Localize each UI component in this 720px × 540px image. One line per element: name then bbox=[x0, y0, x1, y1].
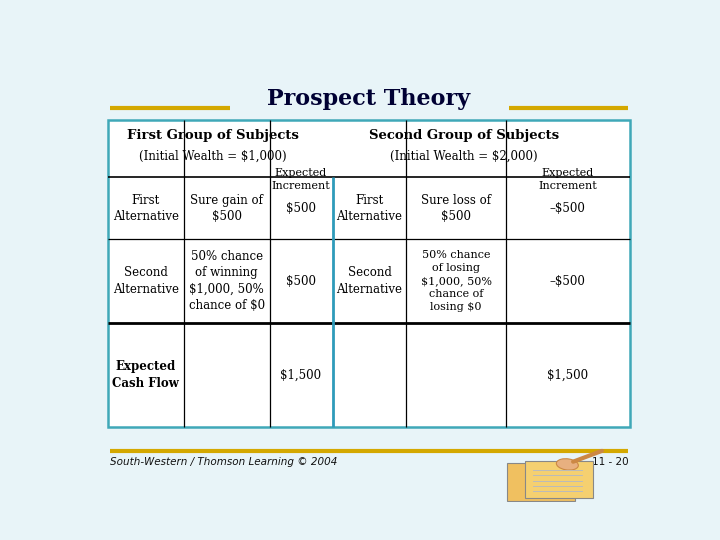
Text: Second
Alternative: Second Alternative bbox=[113, 266, 179, 296]
Text: Sure gain of
$500: Sure gain of $500 bbox=[190, 193, 263, 223]
Text: 50% chance
of losing
$1,000, 50%
chance of
losing $0: 50% chance of losing $1,000, 50% chance … bbox=[420, 251, 492, 312]
Text: Sure loss of
$500: Sure loss of $500 bbox=[421, 193, 491, 223]
Text: $1,500: $1,500 bbox=[547, 368, 588, 381]
Text: Expected
Increment: Expected Increment bbox=[271, 168, 330, 191]
FancyBboxPatch shape bbox=[108, 120, 630, 427]
Text: $1,500: $1,500 bbox=[280, 368, 322, 381]
Text: Expected
Cash Flow: Expected Cash Flow bbox=[112, 360, 179, 390]
Text: $500: $500 bbox=[286, 274, 316, 287]
Text: First
Alternative: First Alternative bbox=[113, 193, 179, 223]
Text: Prospect Theory: Prospect Theory bbox=[267, 88, 471, 110]
Text: First Group of Subjects: First Group of Subjects bbox=[127, 130, 299, 143]
Ellipse shape bbox=[557, 458, 578, 470]
Text: (Initial Wealth = $2,000): (Initial Wealth = $2,000) bbox=[390, 150, 538, 163]
Text: South-Western / Thomson Learning © 2004: South-Western / Thomson Learning © 2004 bbox=[109, 457, 337, 467]
Text: –$500: –$500 bbox=[549, 274, 585, 287]
Text: 50% chance
of winning
$1,000, 50%
chance of $0: 50% chance of winning $1,000, 50% chance… bbox=[189, 250, 265, 312]
FancyBboxPatch shape bbox=[508, 463, 575, 501]
Text: Second
Alternative: Second Alternative bbox=[336, 266, 402, 296]
Text: 11 - 20: 11 - 20 bbox=[592, 457, 629, 467]
Text: Expected
Increment: Expected Increment bbox=[539, 168, 597, 191]
Text: First
Alternative: First Alternative bbox=[336, 193, 402, 223]
Text: (Initial Wealth = $1,000): (Initial Wealth = $1,000) bbox=[139, 150, 287, 163]
FancyBboxPatch shape bbox=[525, 461, 593, 498]
Text: Second Group of Subjects: Second Group of Subjects bbox=[369, 130, 559, 143]
Text: $500: $500 bbox=[286, 202, 316, 215]
Text: –$500: –$500 bbox=[549, 202, 585, 215]
